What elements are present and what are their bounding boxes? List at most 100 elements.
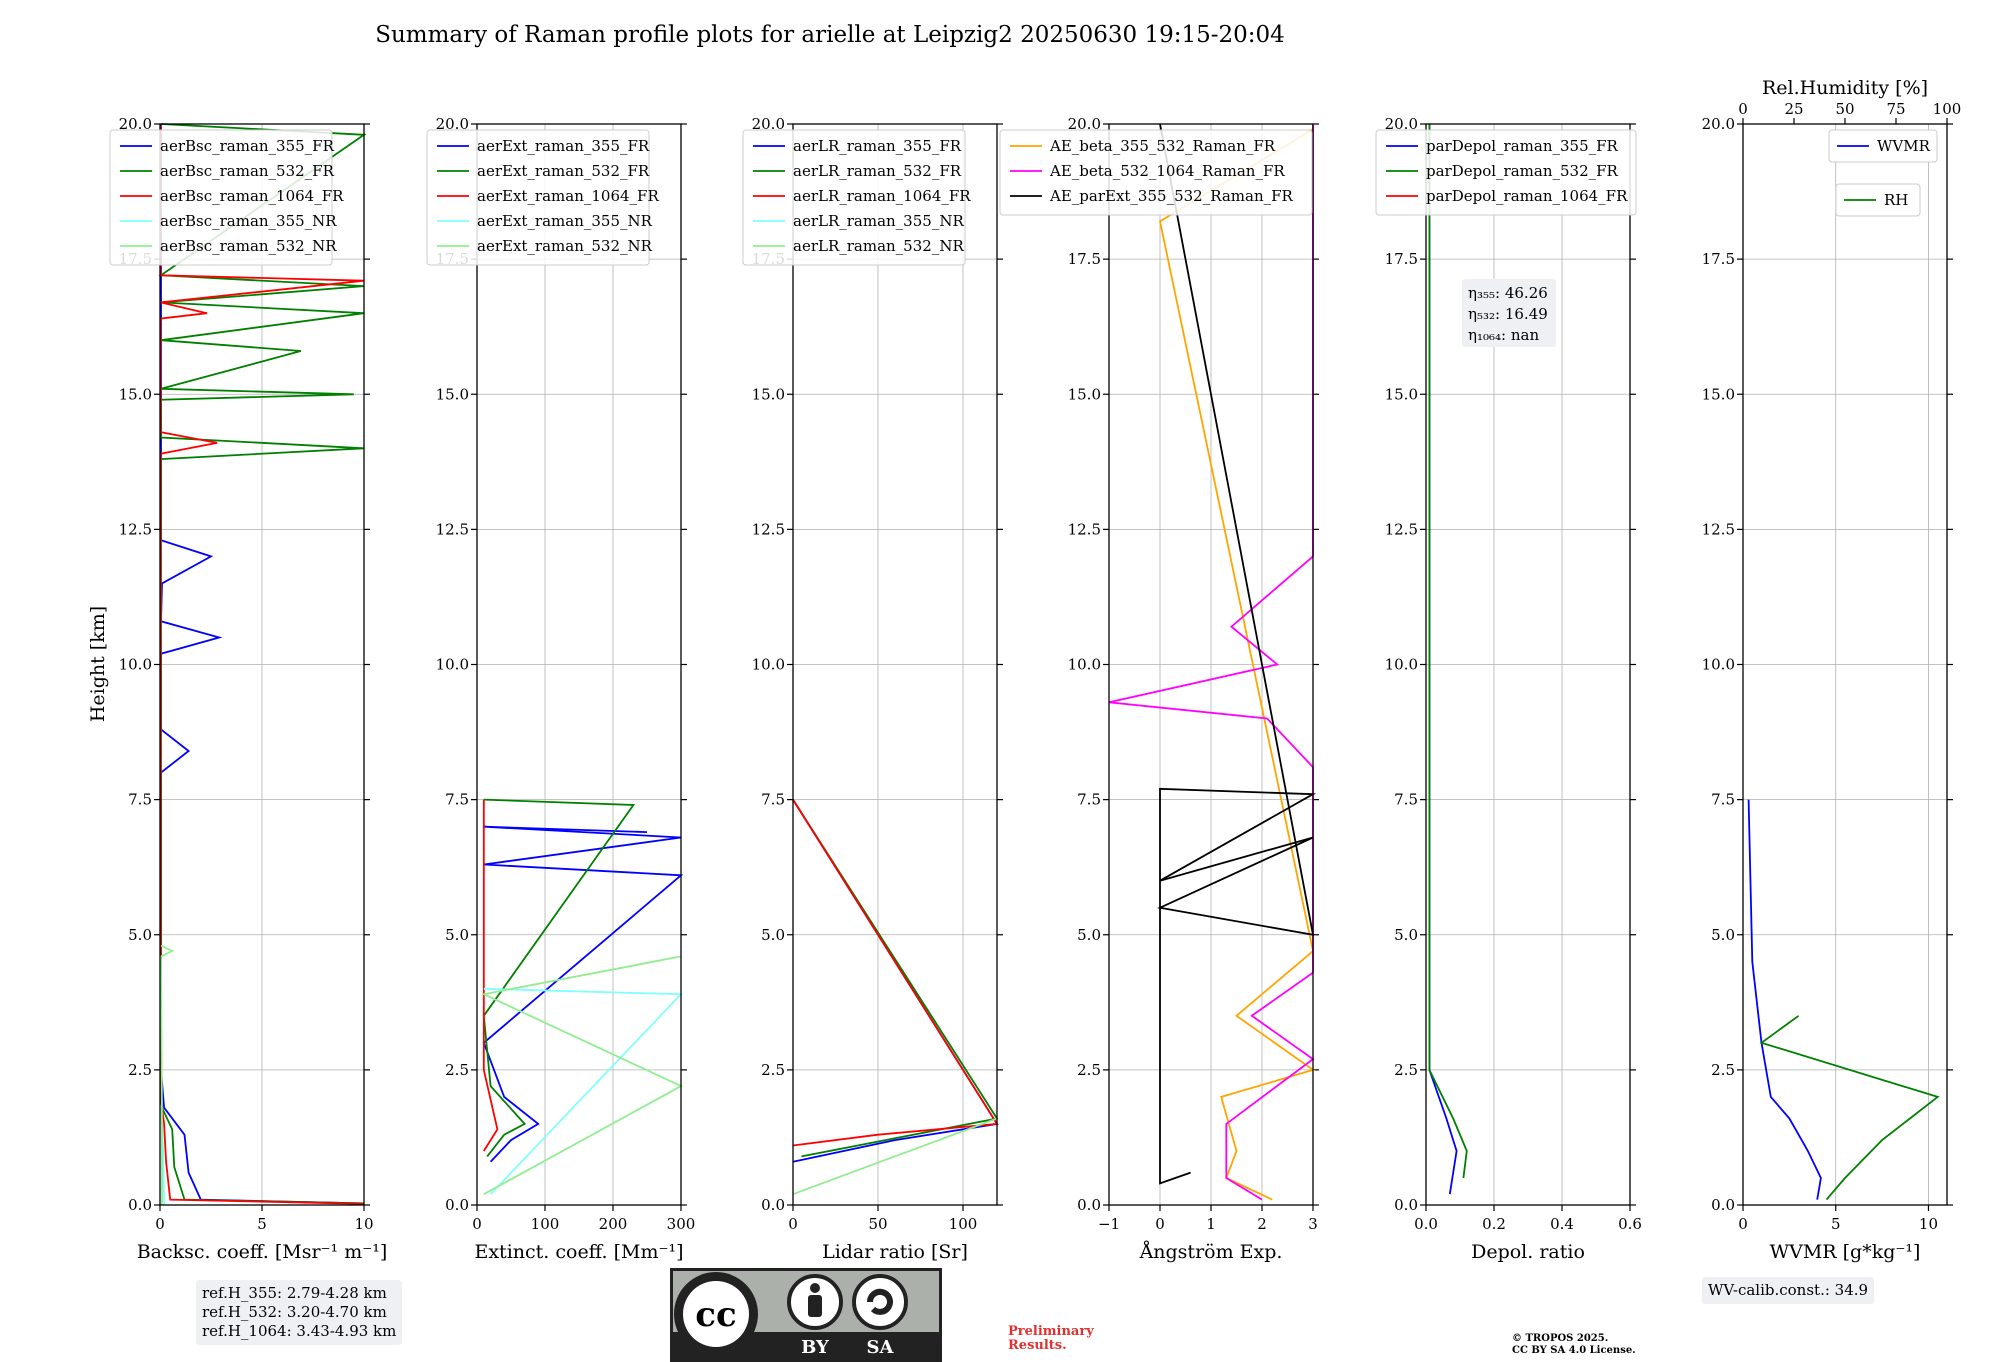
y-tick-label: 20.0: [1068, 115, 1101, 133]
cc-mark: cc: [695, 1295, 736, 1335]
x-tick-label: 50: [868, 1215, 887, 1233]
x-tick-label: 1: [1206, 1215, 1216, 1233]
y-tick-label: 2.5: [1711, 1061, 1735, 1079]
x-tick-label: 0: [1155, 1215, 1165, 1233]
y-tick-label: 0.0: [761, 1196, 785, 1214]
series-parDepol_raman_355_FR: [1428, 124, 1458, 1195]
x-tick-label: 0: [155, 1215, 165, 1233]
panels-layer: 0.02.55.07.510.012.515.017.520.00510Back…: [87, 77, 1961, 1263]
y-tick-label: 5.0: [1077, 926, 1101, 944]
panel-2: 0.02.55.07.510.012.515.017.520.001002003…: [426, 115, 696, 1263]
axes-frame: [476, 123, 682, 1206]
x-tick-label: 100: [949, 1215, 978, 1233]
y-tick-label: 15.0: [1702, 385, 1735, 403]
y-tick-label: 20.0: [1385, 115, 1418, 133]
series-aerExt_raman_1064_FR: [482, 799, 499, 1152]
top-x-tick-label: 75: [1886, 100, 1905, 118]
panel-3: 0.02.55.07.510.012.515.017.520.0050100Li…: [742, 115, 1003, 1263]
legend-box: [999, 129, 1313, 216]
legend-entry: aerBsc_raman_532_FR: [160, 162, 335, 180]
y-tick-label: 0.0: [128, 1196, 152, 1214]
series-parDepol_raman_532_FR: [1428, 124, 1468, 1179]
x-axis-label: Backsc. coeff. [Msr⁻¹ m⁻¹]: [137, 1241, 388, 1263]
series-aerBsc_raman_532_FR: [158, 123, 367, 1205]
x-tick-label: 5: [257, 1215, 267, 1233]
preliminary-line-1: Preliminary: [1008, 1324, 1094, 1339]
y-tick-label: 15.0: [436, 385, 469, 403]
series-aerBsc_raman_1064_FR: [159, 124, 365, 1205]
legend-entry: aerLR_raman_1064_FR: [793, 187, 971, 205]
x-tick-label: 0.4: [1550, 1215, 1574, 1233]
y-tick-label: 2.5: [445, 1061, 469, 1079]
top-x-tick-label: 0: [1738, 100, 1748, 118]
y-tick-label: 12.5: [1068, 520, 1101, 538]
legend-entry: aerExt_raman_532_NR: [477, 237, 653, 255]
legend-entry: parDepol_raman_1064_FR: [1426, 187, 1628, 205]
y-tick-label: 2.5: [1077, 1061, 1101, 1079]
legend-box: [1828, 129, 1938, 163]
series-aerLR_raman_1064_FR: [792, 799, 999, 1147]
x-tick-label: 0.2: [1482, 1215, 1506, 1233]
legend-entry: aerBsc_raman_1064_FR: [160, 187, 344, 205]
y-tick-label: 10.0: [1068, 656, 1101, 674]
y-tick-label: 10.0: [752, 656, 785, 674]
legend-entry: AE_beta_532_1064_Raman_FR: [1049, 162, 1285, 180]
x-tick-label: 100: [531, 1215, 560, 1233]
y-tick-label: 0.0: [1394, 1196, 1418, 1214]
y-tick-label: 20.0: [752, 115, 785, 133]
legend: parDepol_raman_355_FR parDepol_raman_532_…: [1375, 129, 1637, 216]
legend-box: [109, 129, 333, 266]
sa-icon-arrow: [866, 1288, 893, 1315]
series-aerBsc_raman_532_NR: [160, 944, 175, 1205]
copyright-line-1: © TROPOS 2025.: [1512, 1333, 1609, 1344]
figure-title: Summary of Raman profile plots for ariel…: [375, 22, 1285, 48]
cc-by-sa-logo: cc BY SA: [670, 1268, 942, 1362]
y-tick-label: 0.0: [1711, 1196, 1735, 1214]
legend-box: [426, 129, 650, 266]
top-x-tick-label: 100: [1933, 100, 1962, 118]
x-tick-label: 2: [1257, 1215, 1267, 1233]
legend-entry: parDepol_raman_532_FR: [1426, 162, 1619, 180]
x-tick-label: 0: [788, 1215, 798, 1233]
eta-annotation: η₁₀₆₄: nan: [1468, 326, 1539, 344]
y-tick-label: 10.0: [119, 656, 152, 674]
series-aerLR_raman_532_FR: [792, 799, 999, 1158]
y-tick-label: 15.0: [752, 385, 785, 403]
top-x-tick-label: 50: [1835, 100, 1854, 118]
legend-entry: AE_parExt_355_532_Raman_FR: [1049, 187, 1294, 205]
legend-entry: AE_beta_355_532_Raman_FR: [1049, 137, 1276, 155]
panel-4: 0.0 2.5 5.0 7.5 10.0 12.5 15.0 17.5 20.0 −1 0 1 2 3 Ån…: [999, 115, 1319, 1263]
series-aerExt_raman_532_FR: [482, 798, 636, 1157]
cc-circle-inner: [683, 1281, 749, 1347]
x-tick-label: 5: [1831, 1215, 1841, 1233]
y-tick-label: 5.0: [128, 926, 152, 944]
legend-entry: parDepol_raman_355_FR: [1426, 137, 1619, 155]
x-tick-label: 300: [667, 1215, 696, 1233]
legend-entry: aerExt_raman_532_FR: [477, 162, 650, 180]
preliminary-note: Preliminary Results.: [1008, 1325, 1094, 1353]
eta-annotations: η₃₅₅: 46.26 η₅₃₂: 16.49 η₁₀₆₄: nan: [1462, 279, 1556, 347]
y-tick-label: 0.0: [1077, 1196, 1101, 1214]
legend-entry: aerBsc_raman_532_NR: [160, 237, 337, 255]
legend: aerBsc_raman_355_FR aerBsc_raman_532_FRae…: [109, 129, 344, 266]
x-tick-label: 200: [599, 1215, 628, 1233]
series-WVMR: [1747, 799, 1822, 1200]
y-tick-label: 15.0: [1385, 385, 1418, 403]
series-RH: [1759, 1015, 1940, 1201]
wv-calib-box: WV-calib.const.: 34.9: [1702, 1277, 1875, 1304]
y-tick-label: 2.5: [128, 1061, 152, 1079]
ref-height-532: ref.H_532: 3.20-4.70 km: [202, 1303, 387, 1321]
y-tick-label: 12.5: [1702, 520, 1735, 538]
y-tick-label: 0.0: [445, 1196, 469, 1214]
x-axis-label: Depol. ratio: [1471, 1241, 1585, 1263]
y-tick-label: 5.0: [1711, 926, 1735, 944]
y-tick-label: 5.0: [761, 926, 785, 944]
legend-entry: aerLR_raman_355_FR: [793, 137, 962, 155]
x-tick-label: −1: [1098, 1215, 1120, 1233]
y-tick-label: 10.0: [1702, 656, 1735, 674]
x-tick-label: 0.0: [1414, 1215, 1438, 1233]
y-tick-label: 10.0: [436, 656, 469, 674]
preliminary-line-2: Results.: [1008, 1338, 1067, 1353]
axes-frame: [792, 123, 998, 1206]
